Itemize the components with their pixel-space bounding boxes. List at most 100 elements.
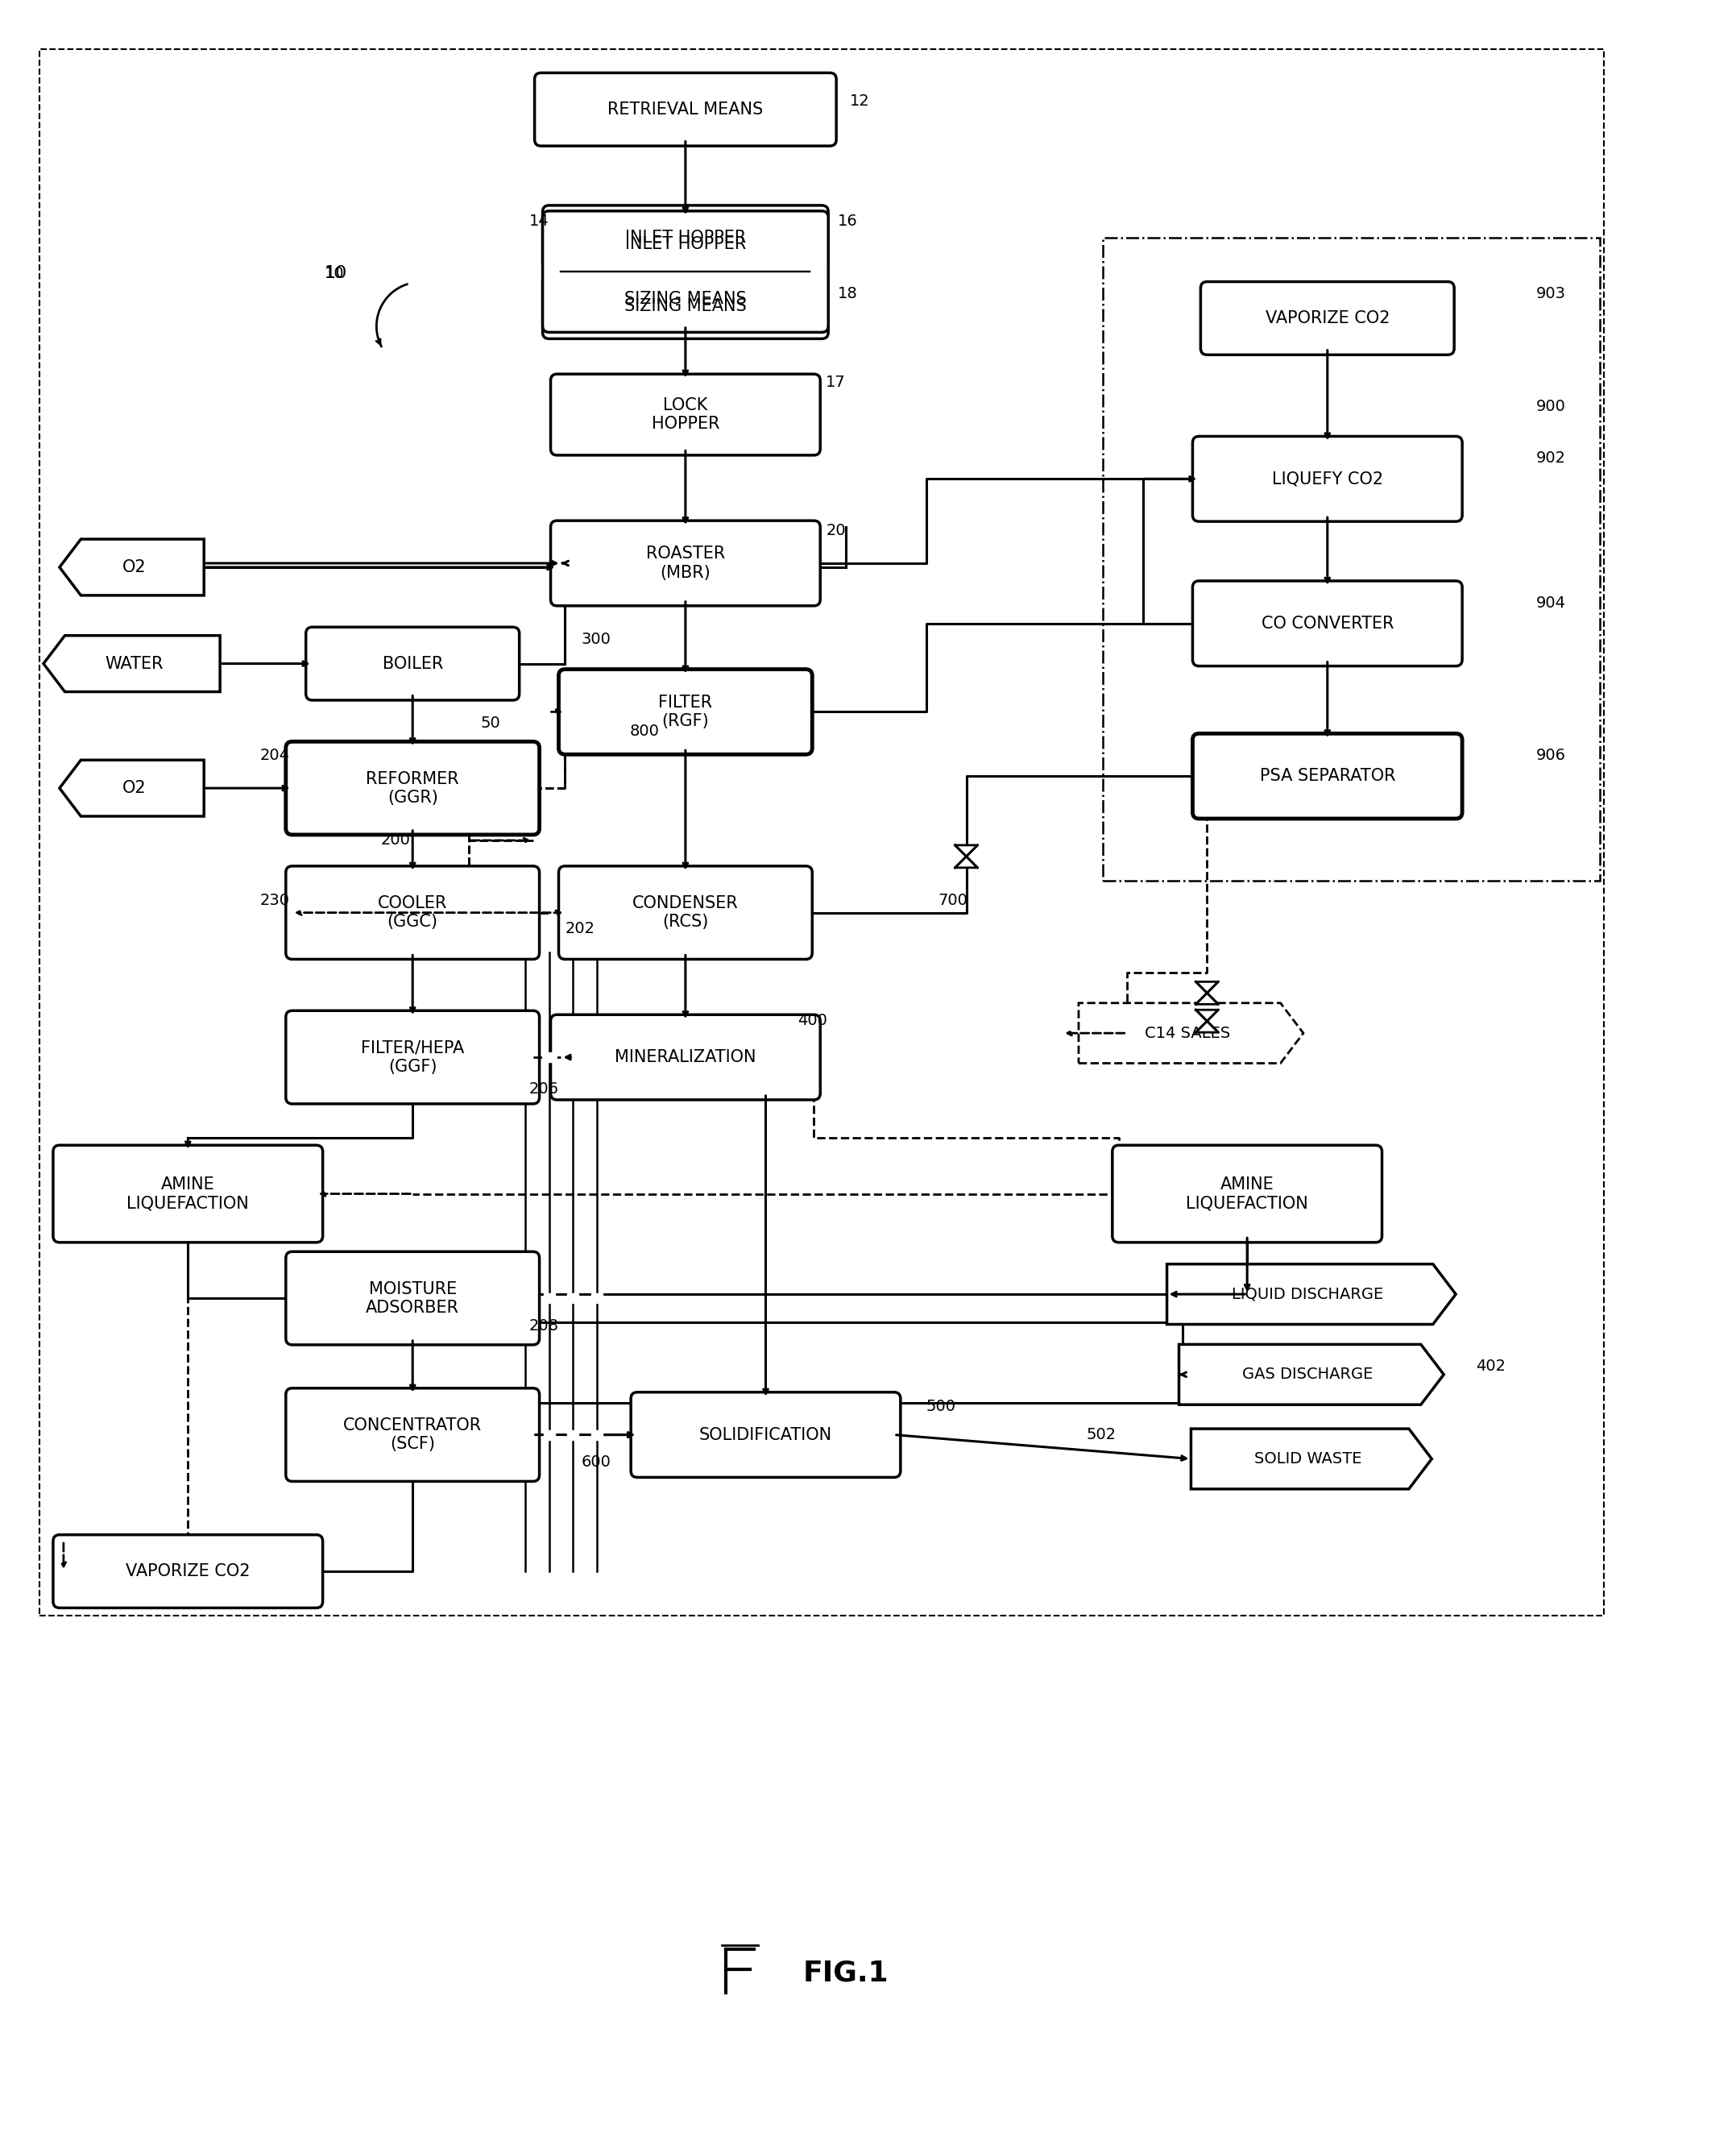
FancyBboxPatch shape <box>543 210 828 332</box>
Polygon shape <box>43 635 220 691</box>
Text: LIQUEFY CO2: LIQUEFY CO2 <box>1272 472 1384 487</box>
Text: SIZING MEANS: SIZING MEANS <box>625 298 746 315</box>
Polygon shape <box>1167 1263 1457 1323</box>
FancyBboxPatch shape <box>286 1010 540 1105</box>
Text: PSA SEPARATOR: PSA SEPARATOR <box>1260 768 1396 785</box>
Polygon shape <box>1179 1345 1444 1405</box>
Text: REFORMER
(GGR): REFORMER (GGR) <box>366 770 460 807</box>
FancyBboxPatch shape <box>54 1536 323 1609</box>
Bar <box>543 1293 554 1302</box>
Text: 208: 208 <box>529 1319 559 1334</box>
Text: 800: 800 <box>628 723 660 740</box>
Text: RETRIEVAL MEANS: RETRIEVAL MEANS <box>608 101 764 118</box>
Text: INLET HOPPER: INLET HOPPER <box>625 230 746 247</box>
Polygon shape <box>59 538 203 596</box>
FancyBboxPatch shape <box>286 742 540 834</box>
FancyBboxPatch shape <box>550 373 819 455</box>
Bar <box>519 1053 531 1062</box>
Text: 902: 902 <box>1536 450 1566 465</box>
Polygon shape <box>1078 1004 1304 1064</box>
Text: O2: O2 <box>122 560 146 575</box>
Text: ROASTER
(MBR): ROASTER (MBR) <box>646 545 726 581</box>
Text: 700: 700 <box>937 892 969 907</box>
Text: 18: 18 <box>838 285 858 302</box>
Text: SOLID WASTE: SOLID WASTE <box>1253 1452 1361 1467</box>
FancyBboxPatch shape <box>543 206 828 270</box>
FancyBboxPatch shape <box>1113 1145 1382 1242</box>
Text: 502: 502 <box>1087 1426 1116 1441</box>
Text: 204: 204 <box>260 749 290 764</box>
Text: 20: 20 <box>826 523 845 538</box>
Text: 500: 500 <box>927 1399 957 1414</box>
Text: VAPORIZE CO2: VAPORIZE CO2 <box>125 1564 250 1579</box>
FancyBboxPatch shape <box>286 1253 540 1345</box>
Polygon shape <box>955 845 977 856</box>
FancyBboxPatch shape <box>550 1015 819 1100</box>
Text: 600: 600 <box>582 1454 611 1469</box>
Text: LOCK
HOPPER: LOCK HOPPER <box>651 397 719 431</box>
Bar <box>519 1431 531 1439</box>
Text: 10: 10 <box>325 266 344 281</box>
Text: 230: 230 <box>260 892 290 907</box>
FancyBboxPatch shape <box>1201 281 1455 354</box>
FancyBboxPatch shape <box>54 1145 323 1242</box>
Text: INLET HOPPER: INLET HOPPER <box>625 236 746 253</box>
Text: 900: 900 <box>1536 399 1566 414</box>
Text: CO CONVERTER: CO CONVERTER <box>1260 616 1394 631</box>
FancyBboxPatch shape <box>630 1392 901 1478</box>
Text: CONCENTRATOR
(SCF): CONCENTRATOR (SCF) <box>344 1418 483 1452</box>
FancyBboxPatch shape <box>1193 435 1462 521</box>
Bar <box>568 1431 578 1439</box>
FancyBboxPatch shape <box>1193 734 1462 819</box>
Text: 906: 906 <box>1536 749 1566 764</box>
Text: BOILER: BOILER <box>382 656 443 671</box>
Text: 17: 17 <box>826 375 845 390</box>
Text: 903: 903 <box>1536 285 1566 302</box>
FancyBboxPatch shape <box>286 867 540 959</box>
Text: 14: 14 <box>529 214 549 230</box>
Text: MINERALIZATION: MINERALIZATION <box>615 1049 757 1066</box>
Text: 206: 206 <box>529 1081 559 1096</box>
FancyBboxPatch shape <box>550 521 819 605</box>
Polygon shape <box>1196 993 1219 1004</box>
Text: O2: O2 <box>122 781 146 796</box>
Bar <box>519 1293 531 1302</box>
Text: AMINE
LIQUEFACTION: AMINE LIQUEFACTION <box>127 1175 248 1212</box>
Polygon shape <box>955 856 977 869</box>
Text: 402: 402 <box>1476 1358 1505 1373</box>
Text: 10: 10 <box>325 266 347 281</box>
Bar <box>592 1293 602 1302</box>
Polygon shape <box>59 759 203 817</box>
FancyBboxPatch shape <box>1193 581 1462 667</box>
Text: 12: 12 <box>851 92 870 109</box>
FancyBboxPatch shape <box>535 73 837 146</box>
FancyBboxPatch shape <box>543 275 828 339</box>
Text: COOLER
(GGC): COOLER (GGC) <box>378 894 448 931</box>
Text: FILTER/HEPA
(GGF): FILTER/HEPA (GGF) <box>361 1040 464 1075</box>
Text: C14 SALES: C14 SALES <box>1144 1025 1231 1040</box>
FancyBboxPatch shape <box>286 1388 540 1482</box>
Text: CONDENSER
(RCS): CONDENSER (RCS) <box>632 894 738 931</box>
Text: FIG.1: FIG.1 <box>804 1958 889 1986</box>
FancyBboxPatch shape <box>306 626 519 699</box>
Text: VAPORIZE CO2: VAPORIZE CO2 <box>1266 311 1389 326</box>
Text: MOISTURE
ADSORBER: MOISTURE ADSORBER <box>366 1281 460 1315</box>
Bar <box>592 1431 602 1439</box>
Text: 300: 300 <box>582 631 611 648</box>
Text: AMINE
LIQUEFACTION: AMINE LIQUEFACTION <box>1186 1175 1309 1212</box>
Text: SIZING MEANS: SIZING MEANS <box>625 292 746 307</box>
Polygon shape <box>1196 982 1219 993</box>
Bar <box>543 1053 554 1062</box>
Text: 904: 904 <box>1536 596 1566 611</box>
Text: 16: 16 <box>838 214 858 230</box>
Bar <box>543 1431 554 1439</box>
FancyBboxPatch shape <box>559 867 812 959</box>
Polygon shape <box>1196 1010 1219 1021</box>
Text: 50: 50 <box>481 716 500 731</box>
Polygon shape <box>1191 1429 1432 1489</box>
Polygon shape <box>1196 1021 1219 1032</box>
Text: LIQUID DISCHARGE: LIQUID DISCHARGE <box>1233 1287 1384 1302</box>
FancyBboxPatch shape <box>559 669 812 755</box>
Text: FILTER
(RGF): FILTER (RGF) <box>658 695 712 729</box>
Text: 202: 202 <box>566 920 595 935</box>
